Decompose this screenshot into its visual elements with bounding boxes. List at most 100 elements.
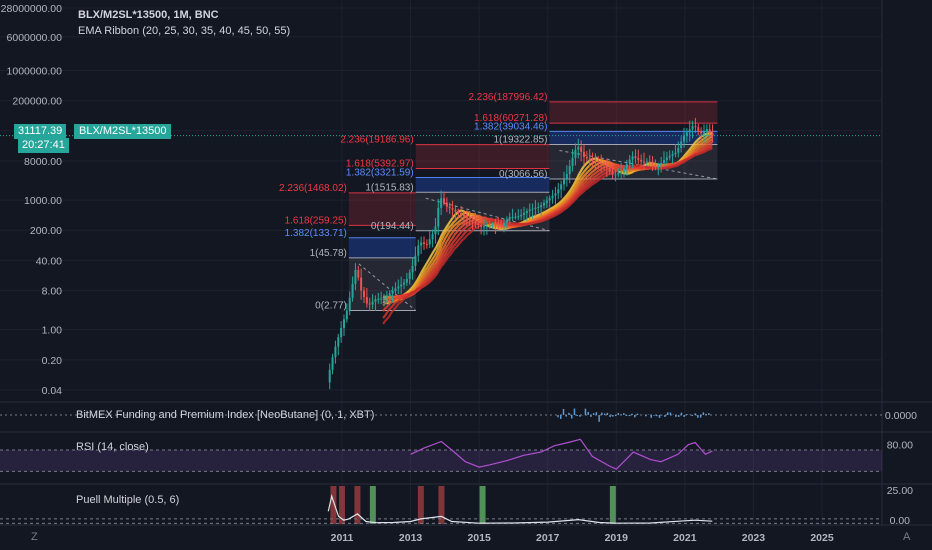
candle-body <box>700 130 703 134</box>
candle-body <box>560 184 563 190</box>
candle-body <box>703 131 705 134</box>
candle-body <box>363 290 365 298</box>
candle-body <box>440 198 443 208</box>
countdown-label: 20:27:41 <box>18 138 69 153</box>
candle-body <box>643 161 645 163</box>
candle-body <box>385 296 388 298</box>
candle-body <box>654 164 657 168</box>
puell-pane[interactable]: 25.00 0.00 <box>0 485 913 527</box>
price-tick-label: 200000.00 <box>12 96 62 108</box>
candle-body <box>551 195 554 199</box>
price-tick-label: 1000000.00 <box>7 65 63 77</box>
candle-body <box>500 225 503 227</box>
candle-body <box>648 161 651 163</box>
candle-body <box>365 297 368 304</box>
rsi-line <box>410 438 713 470</box>
price-tick-label: 0.20 <box>42 355 63 367</box>
candle-body <box>525 211 528 213</box>
candle-body <box>668 155 671 158</box>
candle-body <box>451 208 454 210</box>
price-tick-label: 40.00 <box>36 255 62 267</box>
candle-body <box>474 221 477 224</box>
candle-body <box>548 198 551 201</box>
candle-body <box>485 225 488 227</box>
candle-body <box>477 223 480 226</box>
funding-legend[interactable]: BitMEX Funding and Premium Index [NeoBut… <box>76 409 375 421</box>
log-scale-icon[interactable]: A <box>903 531 911 543</box>
puell-line <box>327 493 713 524</box>
candle-body <box>368 303 371 305</box>
fib-level-label: 1.382(3321.59) <box>346 168 414 179</box>
ema-ribbon-legend[interactable]: EMA Ribbon (20, 25, 30, 35, 40, 45, 50, … <box>78 25 291 37</box>
candle-body <box>685 132 688 136</box>
fib-level-label: 1(45.78) <box>310 248 347 259</box>
fib-zone-blue <box>348 237 416 258</box>
time-tick-label: 2013 <box>399 532 423 544</box>
candle-body <box>434 226 437 235</box>
candle-body <box>351 283 354 298</box>
price-tick-label: 28000000.00 <box>1 3 62 15</box>
candle-body <box>503 223 505 227</box>
fib-extensions: 0(2.77) 1(45.78) 1.382(133.71) 1.618(259.25… <box>279 92 718 312</box>
time-tick-label: 2021 <box>673 532 697 544</box>
candle-body <box>634 156 637 159</box>
price-tick-label: 200.00 <box>30 225 62 237</box>
candle-body <box>488 225 491 227</box>
time-tick-label: 2025 <box>810 532 834 544</box>
candle-body <box>605 164 608 168</box>
ema-ribbon <box>382 132 713 325</box>
candle-body <box>657 165 660 168</box>
candle-body <box>711 133 714 136</box>
auto-scale-icon[interactable]: Z <box>31 531 38 543</box>
candle-body <box>585 156 588 159</box>
candle-body <box>508 217 511 220</box>
candle-body <box>611 171 614 175</box>
rsi-pane[interactable]: 80.00 <box>0 438 913 472</box>
candle-body <box>623 168 625 173</box>
candle-body <box>463 214 465 217</box>
candle-body <box>528 209 531 212</box>
puell-green-marker <box>369 486 376 524</box>
candle-body <box>408 272 411 279</box>
candle-body <box>705 129 708 132</box>
time-tick-label: 2019 <box>605 532 629 544</box>
rsi-legend[interactable]: RSI (14, close) <box>76 441 149 453</box>
ema-ribbon-line <box>382 147 713 325</box>
symbol-title[interactable]: BLX/M2SL*13500, 1M, BNC <box>78 9 219 21</box>
fib-trend-line <box>358 263 417 311</box>
candle-body <box>383 297 385 299</box>
candle-body <box>565 174 568 180</box>
candle-body <box>651 161 654 165</box>
candle-body <box>591 159 594 162</box>
rsi-band <box>0 450 882 472</box>
candle-body <box>465 216 468 218</box>
candle-body <box>454 209 457 212</box>
candle-body <box>514 216 517 218</box>
price-tick-label: 0.04 <box>42 385 63 397</box>
candle-body <box>708 129 711 134</box>
candle-body <box>523 212 525 215</box>
time-axis: 2011 2013 2015 2017 2019 2021 2023 2025 <box>331 532 834 544</box>
candle-body <box>425 243 428 245</box>
candle-body <box>571 157 574 166</box>
candle-body <box>660 162 663 166</box>
puell-green-marker <box>609 486 616 524</box>
candle-body <box>688 129 691 133</box>
candle-body <box>405 278 408 283</box>
time-tick-label: 2023 <box>742 532 766 544</box>
candle-body <box>543 202 545 206</box>
candle-body <box>554 193 557 196</box>
funding-pane[interactable]: 0.0000 <box>0 408 917 422</box>
candle-body <box>471 219 474 222</box>
candle-body <box>531 208 534 210</box>
puell-legend[interactable]: Puell Multiple (0.5, 6) <box>76 494 180 506</box>
fib-level-label: 0(194.44) <box>371 221 414 232</box>
candle-body <box>377 298 380 300</box>
fib-level-label: 1.618(259.25) <box>285 215 347 226</box>
candle-body <box>491 225 494 227</box>
fib-level-label: 1.382(39034.46) <box>474 121 547 132</box>
candle-body <box>411 265 414 273</box>
candle-body <box>645 161 648 163</box>
fib-level-label: 1(1515.83) <box>365 182 413 193</box>
